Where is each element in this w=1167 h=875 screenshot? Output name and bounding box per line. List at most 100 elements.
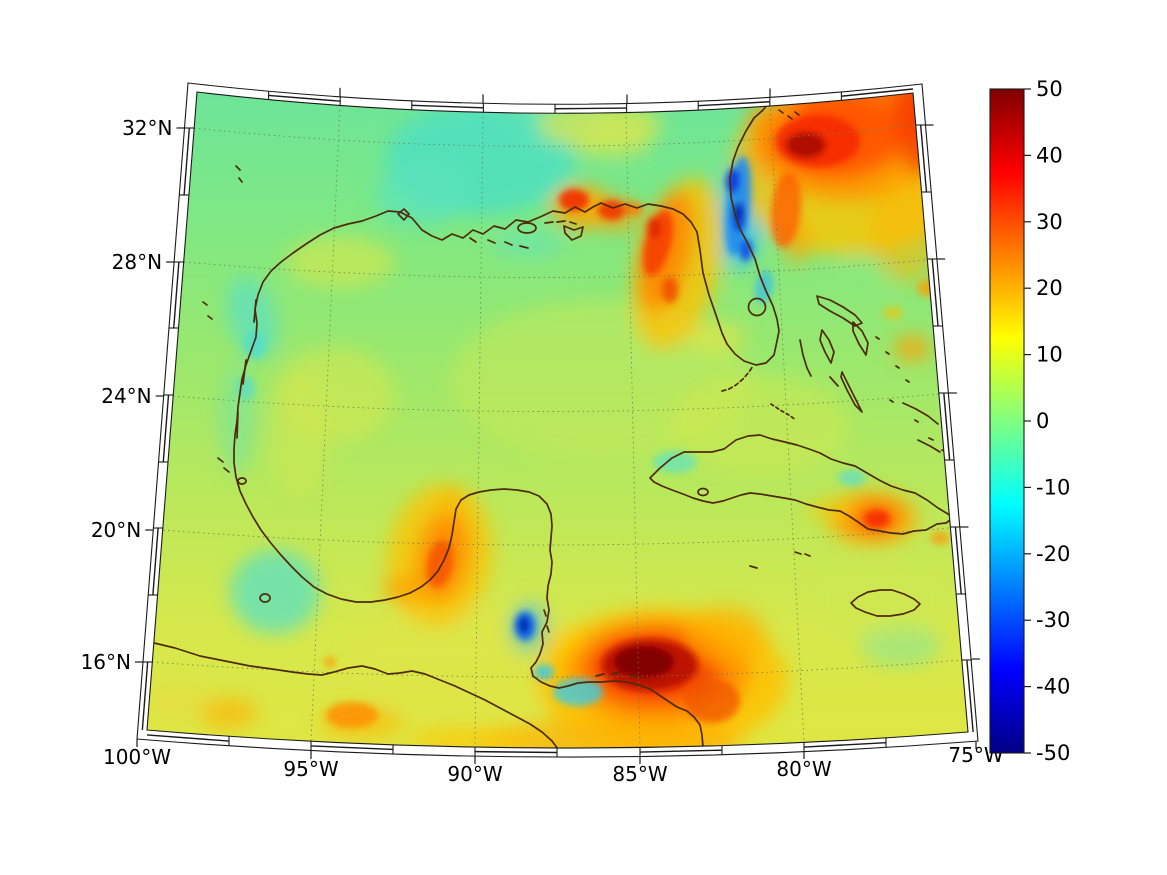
colorbar-tick-label: 40 — [1036, 143, 1063, 167]
frame-segment — [639, 749, 723, 753]
anomaly-blob — [647, 217, 661, 239]
coast-cuba — [649, 434, 954, 535]
anomaly-blob — [684, 679, 740, 723]
anomaly-blob — [614, 646, 674, 678]
anomaly-blob — [883, 306, 903, 320]
frame-segments — [141, 88, 974, 757]
lon-tick-label: 100°W — [103, 745, 171, 769]
axis-labels: 32°N 28°N 24°N 20°N 16°N 100°W 95°W 90°W 85°W 80°… — [81, 87, 1004, 786]
bay-islands-honduras — [595, 671, 638, 678]
frame-segment — [411, 104, 484, 109]
parallel-16n — [151, 659, 963, 678]
colorbar-ticks: 50 40 30 20 10 0 -10 -20 -30 -40 -50 — [1024, 77, 1070, 765]
lon-tick-label: 90°W — [447, 762, 502, 786]
bahamas-abaco — [816, 295, 863, 327]
anomaly-blob — [559, 189, 589, 211]
anomaly-blob — [683, 320, 747, 352]
frame-segment — [183, 127, 191, 196]
anomaly-blob — [226, 276, 278, 360]
anomaly-blob — [805, 499, 861, 519]
anomaly-blob — [340, 605, 600, 715]
anomaly-blob — [198, 698, 258, 728]
isla-juventud — [697, 487, 709, 497]
colorbar-tick-label: 10 — [1036, 343, 1063, 367]
frame-segment — [310, 745, 394, 751]
tamaulipas-lagoon — [237, 477, 271, 603]
lake-okeechobee — [747, 297, 767, 317]
frame-segment — [943, 392, 951, 461]
frame-segment — [146, 734, 230, 742]
anomaly-blob — [518, 616, 530, 634]
anomaly-blob — [285, 236, 395, 288]
anomaly-blob — [572, 124, 652, 160]
anomaly-blob — [410, 726, 530, 749]
lat-tick-label: 16°N — [81, 650, 131, 674]
lat-tick-label: 32°N — [122, 116, 172, 140]
anomaly-blob — [894, 335, 930, 361]
anomaly-blob — [683, 606, 767, 666]
colorbar-gradient-bar — [989, 88, 1025, 754]
meridian-95w — [310, 104, 341, 743]
bahamas-long-island — [840, 371, 863, 413]
anomaly-blob — [838, 470, 866, 486]
frame-segment — [173, 261, 180, 329]
frame-segment — [554, 107, 627, 110]
lat-tick-label: 28°N — [112, 250, 162, 274]
coast-jamaica — [850, 589, 921, 617]
anomaly-blob — [270, 373, 330, 497]
lon-tick-label: 80°W — [776, 757, 831, 781]
lake-pontchartrain — [517, 222, 537, 234]
lat-tick-label: 20°N — [91, 518, 141, 542]
coastlines — [149, 94, 954, 749]
colorbar-tick-label: -20 — [1036, 542, 1070, 566]
frame-segment — [268, 94, 341, 102]
bahamas-cays — [799, 336, 947, 453]
anomaly-blob — [326, 702, 378, 728]
anomaly-blob — [662, 277, 678, 303]
frame-segment — [919, 124, 928, 193]
colorbar-tick-label: 20 — [1036, 276, 1063, 300]
anomaly-blob — [834, 256, 890, 300]
colorbar-tick-label: -40 — [1036, 675, 1070, 699]
lon-tick-label: 95°W — [283, 757, 338, 781]
meridian-80w — [769, 103, 805, 743]
colorbar-tick-label: 30 — [1036, 210, 1063, 234]
bahamas-eleuthera — [852, 321, 869, 356]
anomaly-blob — [770, 172, 802, 248]
florida-keys — [721, 365, 754, 392]
anomaly-blob — [150, 686, 210, 718]
anomaly-blob — [545, 629, 585, 653]
field-anomaly-layer-core — [237, 115, 950, 728]
anomaly-blob — [810, 562, 950, 638]
frame-segment — [698, 101, 770, 107]
bahamas-andros — [819, 329, 835, 364]
anomaly-blob — [324, 657, 336, 667]
anomaly-blob — [670, 375, 850, 475]
graticule — [151, 103, 963, 749]
coast-us-mexico-central-america — [233, 94, 780, 748]
lon-tick-label: 85°W — [612, 762, 667, 786]
anomaly-blob — [230, 550, 320, 634]
anomaly-blob — [534, 664, 554, 680]
cayman-islands — [749, 551, 811, 569]
anomaly-blob — [438, 486, 466, 518]
frame-inner — [146, 91, 969, 749]
cay-sal-bank — [770, 403, 797, 421]
anomaly-blob — [653, 451, 697, 473]
anomaly-blob — [786, 132, 826, 158]
colorbar-tick-label: -10 — [1036, 475, 1070, 499]
anomaly-blob — [553, 678, 603, 706]
colorbar-tick-label: -30 — [1036, 608, 1070, 632]
belize-cays — [543, 609, 550, 633]
colorbar-tick-label: 0 — [1036, 409, 1049, 433]
frame-segment — [966, 659, 974, 733]
anomaly-blob — [482, 719, 742, 749]
frame-segment — [803, 741, 887, 748]
meridian-90w — [474, 111, 484, 749]
anomaly-blob — [245, 331, 265, 359]
frame-segment — [931, 258, 939, 327]
anomaly-blob — [864, 510, 890, 528]
frame-outer — [136, 82, 979, 758]
colorbar: 50 40 30 20 10 0 -10 -20 -30 -40 -50 — [989, 77, 1070, 765]
